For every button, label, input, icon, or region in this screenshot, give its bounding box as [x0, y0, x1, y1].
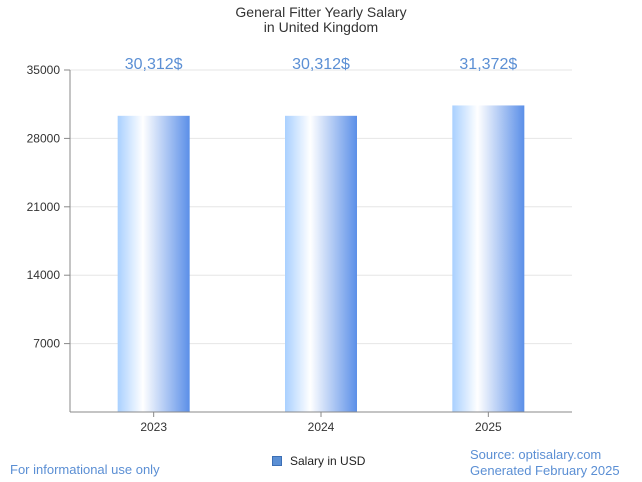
y-tick-label: 35000	[27, 63, 61, 77]
y-tick-label: 7000	[33, 337, 60, 351]
data-label: 30,312$	[125, 56, 183, 73]
generated-text: Generated February 2025	[470, 463, 620, 478]
x-tick-label: 2023	[140, 420, 167, 434]
x-tick-label: 2024	[308, 420, 335, 434]
disclaimer-text: For informational use only	[10, 462, 160, 477]
bar-2024	[285, 115, 357, 412]
legend-swatch	[272, 456, 282, 466]
chart-legend: Salary in USD	[272, 454, 365, 468]
source-text: Source: optisalary.com	[470, 447, 602, 462]
y-tick-label: 14000	[27, 268, 61, 282]
bar-2025	[452, 105, 525, 412]
data-label: 31,372$	[459, 56, 517, 73]
legend-label: Salary in USD	[290, 454, 366, 468]
chart-title: General Fitter Yearly Salary	[235, 4, 407, 20]
bar-2023	[117, 115, 190, 412]
data-label: 30,312$	[292, 56, 350, 73]
chart-subtitle: in United Kingdom	[263, 19, 379, 35]
y-tick-label: 28000	[27, 131, 61, 145]
x-tick-label: 2025	[475, 420, 502, 434]
y-tick-label: 21000	[27, 200, 61, 214]
source-block: Source: optisalary.com Generated Februar…	[470, 447, 620, 479]
